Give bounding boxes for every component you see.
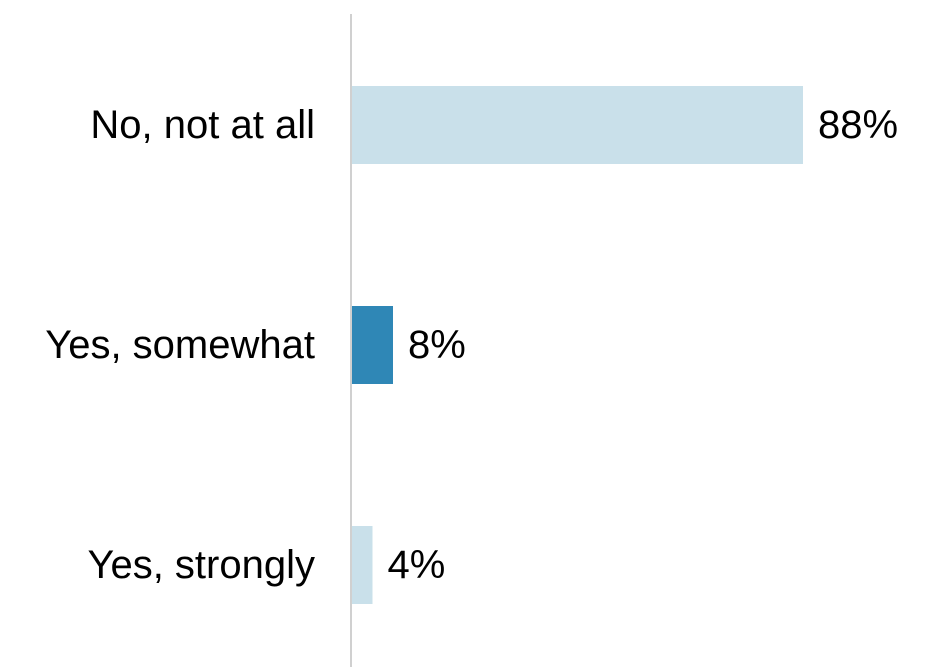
- category-label-2: Yes, somewhat: [45, 323, 315, 367]
- category-labels-group: No, not at all Yes, somewhat Yes, strongly: [45, 103, 315, 587]
- value-label-3: 4%: [388, 543, 446, 587]
- value-labels-group: 88% 8% 4%: [388, 103, 899, 587]
- bars-group: [352, 86, 803, 604]
- value-label-2: 8%: [408, 323, 466, 367]
- value-label-1: 88%: [818, 103, 898, 147]
- category-label-3: Yes, strongly: [87, 543, 315, 587]
- bar-3: [352, 526, 373, 604]
- category-label-1: No, not at all: [90, 103, 315, 147]
- bar-1: [352, 86, 803, 164]
- bar-2: [352, 306, 393, 384]
